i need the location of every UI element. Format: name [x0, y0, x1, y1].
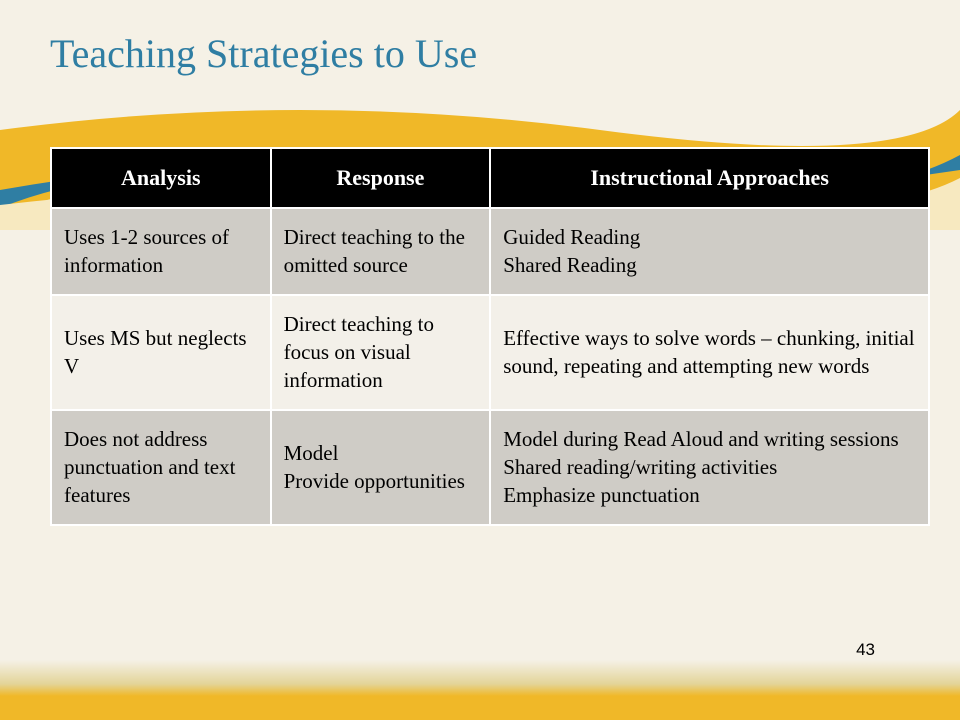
cell-analysis: Does not address punctuation and text fe…: [51, 410, 271, 525]
table-row: Uses MS but neglects V Direct teaching t…: [51, 295, 929, 410]
cell-instructional: Guided ReadingShared Reading: [490, 208, 929, 295]
cell-analysis: Uses 1-2 sources of information: [51, 208, 271, 295]
table-row: Does not address punctuation and text fe…: [51, 410, 929, 525]
cell-analysis: Uses MS but neglects V: [51, 295, 271, 410]
page-title: Teaching Strategies to Use: [50, 30, 920, 77]
cell-response: ModelProvide opportunities: [271, 410, 491, 525]
table-row: Uses 1-2 sources of information Direct t…: [51, 208, 929, 295]
column-header-instructional: Instructional Approaches: [490, 148, 929, 208]
page-number: 43: [856, 640, 875, 660]
cell-instructional: Effective ways to solve words – chunking…: [490, 295, 929, 410]
cell-response: Direct teaching to the omitted source: [271, 208, 491, 295]
cell-instructional: Model during Read Aloud and writing sess…: [490, 410, 929, 525]
slide-stage: Teaching Strategies to Use Analysis Resp…: [0, 0, 960, 526]
table-header-row: Analysis Response Instructional Approach…: [51, 148, 929, 208]
bottom-accent-bar: [0, 660, 960, 720]
column-header-response: Response: [271, 148, 491, 208]
column-header-analysis: Analysis: [51, 148, 271, 208]
cell-response: Direct teaching to focus on visual infor…: [271, 295, 491, 410]
strategies-table: Analysis Response Instructional Approach…: [50, 147, 930, 526]
